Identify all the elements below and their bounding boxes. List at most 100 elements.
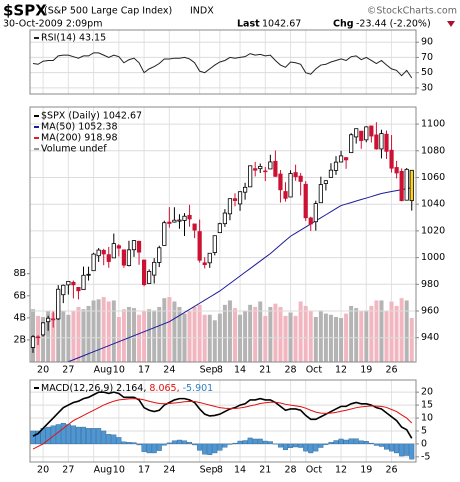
histogram-bar — [353, 438, 359, 445]
histogram-bar — [343, 439, 349, 445]
candle-body — [303, 183, 308, 219]
candle-body — [30, 336, 36, 348]
candle-body — [273, 160, 278, 177]
candle-body — [152, 261, 157, 276]
histogram-bar — [262, 440, 268, 445]
histogram-bar — [96, 428, 102, 445]
volume-bar — [222, 304, 228, 363]
panel-background — [30, 30, 416, 94]
volume-bar — [257, 301, 263, 363]
volume-bar — [278, 306, 283, 363]
histogram-bar — [252, 438, 258, 445]
candle-body — [308, 217, 313, 225]
volume-bar — [409, 317, 415, 363]
legend-text: MACD(12,26,9) 2.164, 8.065, -5.901 — [41, 383, 213, 394]
candle-body — [192, 223, 197, 231]
volume-bar — [288, 312, 293, 363]
panel-border — [29, 29, 417, 95]
volume-bar — [227, 299, 233, 363]
legend-part: MACD(12,26,9) — [41, 383, 113, 394]
histogram-bar — [86, 428, 92, 445]
volume-bar — [404, 299, 410, 363]
x-tick-label: 19 — [360, 465, 372, 476]
candle-body — [354, 128, 359, 138]
histogram-bar — [176, 439, 182, 445]
histogram-bar — [101, 430, 107, 445]
x-tick-label: 21 — [259, 365, 271, 376]
histogram-bar — [161, 443, 167, 446]
histogram-bar — [328, 442, 334, 445]
volume-bar — [121, 308, 127, 363]
volume-bar — [353, 307, 359, 363]
candle-body — [116, 245, 121, 249]
source: ©StockCharts.com — [367, 6, 457, 17]
histogram-bar — [65, 424, 71, 445]
macd-line — [32, 391, 413, 439]
candle-body — [207, 252, 212, 264]
histogram-bar — [126, 442, 132, 445]
histogram-bar — [146, 443, 152, 454]
y-tick-label: 960 — [421, 306, 439, 317]
volume-bar — [237, 314, 243, 363]
histogram-bar — [288, 443, 294, 448]
volume-bar — [333, 316, 339, 363]
histogram-bar — [293, 443, 299, 448]
histogram-bar — [30, 430, 36, 445]
candle-body — [157, 247, 162, 263]
candle-body — [222, 212, 227, 225]
volume-bar — [65, 314, 71, 363]
histogram-bar — [35, 430, 41, 445]
y-tick-label: 5 — [421, 425, 427, 436]
histogram-bar — [222, 443, 228, 448]
volume-bar — [303, 305, 309, 363]
candle-body — [268, 161, 273, 170]
candle-body — [197, 231, 202, 261]
candle-body — [177, 219, 182, 222]
y-tick-label: 0 — [421, 438, 427, 449]
x-tick-label: 20 — [37, 365, 49, 376]
histogram-bar — [348, 438, 354, 445]
x-tick-label: 24 — [163, 465, 175, 476]
volume-bar — [273, 303, 278, 363]
y-tick-label: 90 — [421, 37, 433, 48]
volume-bar — [156, 306, 162, 363]
candle-body — [56, 288, 61, 320]
x-tick-label: 17 — [138, 465, 150, 476]
candle-body — [136, 240, 142, 253]
candle-body — [91, 253, 96, 272]
x-tick-label: Oct — [306, 465, 323, 476]
candle-body — [51, 318, 56, 321]
histogram-bar — [212, 443, 218, 454]
x-tick-label: 8 — [217, 465, 223, 476]
volume-bar — [81, 308, 86, 363]
histogram-bar — [131, 442, 137, 445]
volume-bar — [308, 311, 314, 363]
volume-bar — [394, 305, 399, 363]
panel-border — [29, 106, 417, 363]
candle-body — [101, 249, 106, 255]
x-tick-label: 28 — [285, 365, 297, 376]
volume-bar — [252, 306, 258, 363]
volume-bar — [76, 306, 81, 363]
candle-body — [182, 215, 187, 221]
y-tick-label: 1080 — [421, 145, 445, 156]
histogram-bar — [399, 443, 405, 457]
candle-body — [147, 270, 152, 284]
volume-bar — [197, 304, 203, 363]
y-tick-label: 1000 — [421, 252, 445, 263]
candle-body — [111, 243, 116, 259]
candle-body — [293, 172, 298, 178]
histogram-bar — [373, 443, 379, 446]
volume-bar — [374, 299, 379, 363]
candle-body — [106, 254, 111, 262]
index-name: (S&P 500 Large Cap Index) — [44, 6, 172, 17]
candle-body — [126, 249, 132, 267]
candle-body — [283, 191, 288, 199]
histogram-bar — [333, 440, 339, 445]
candle-body — [349, 134, 354, 154]
histogram-bar — [389, 443, 395, 452]
candle-body — [374, 134, 379, 150]
histogram-bar — [151, 443, 157, 454]
candle-body — [76, 286, 81, 292]
